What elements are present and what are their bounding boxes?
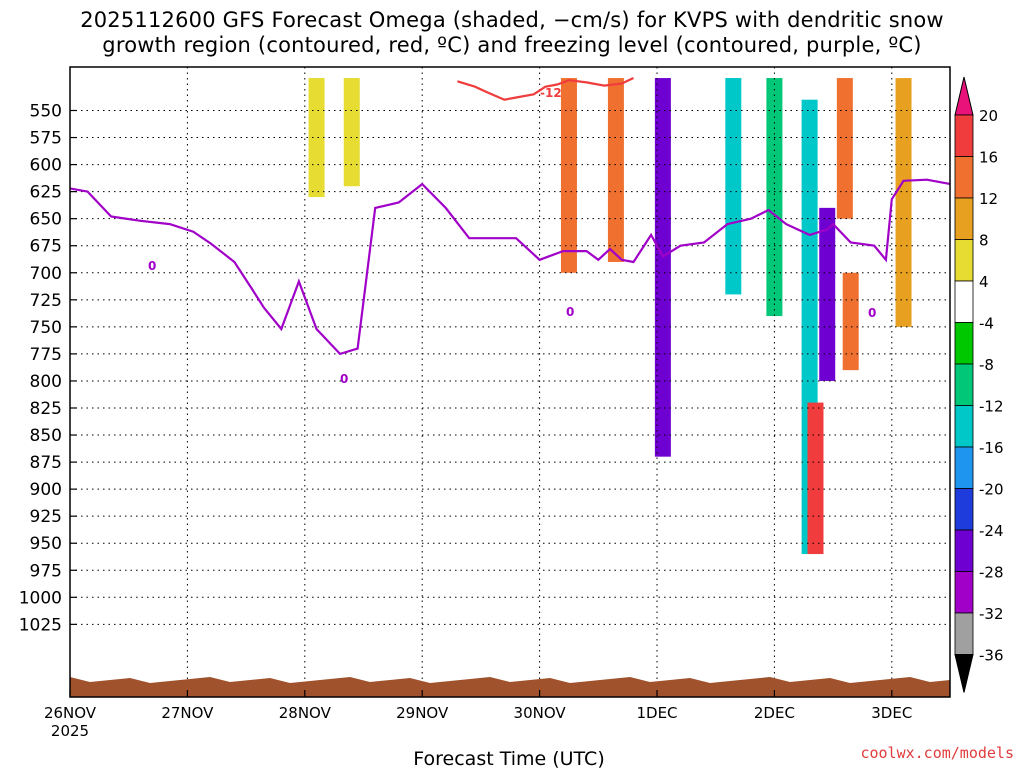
y-tick-label: 575 <box>30 129 62 149</box>
colorbar-label: -28 <box>979 564 1004 582</box>
omega-cell <box>343 78 360 187</box>
chart-title-line-1: 2025112600 GFS Forecast Omega (shaded, −… <box>80 8 944 32</box>
colorbar-bin <box>954 114 974 157</box>
y-tick-label: 650 <box>30 210 62 230</box>
omega-cell <box>836 78 853 219</box>
credit-text: coolwx.com/models <box>860 744 1014 762</box>
colorbar-bin <box>954 488 974 531</box>
y-tick-label: 900 <box>30 480 62 500</box>
terrain-band <box>70 677 950 697</box>
colorbar-label: -16 <box>979 439 1004 457</box>
colorbar-label: -36 <box>979 647 1004 665</box>
colorbar-bin <box>954 612 974 655</box>
omega-cell <box>819 207 836 381</box>
colorbar-bin <box>954 571 974 614</box>
y-tick-label: 675 <box>30 237 62 257</box>
y-tick-label: 1025 <box>19 615 62 635</box>
omega-cell <box>766 78 783 317</box>
colorbar-label: 12 <box>979 190 998 208</box>
colorbar-label: -20 <box>979 481 1004 499</box>
omega-cell <box>807 402 824 555</box>
y-tick-label: 725 <box>30 291 62 311</box>
freezing-level-contour <box>69 178 951 356</box>
x-axis-ticks: 26NOV 27NOV 28NOV 29NOV 30NOV 1DEC 2DEC 3DEC <box>44 690 912 722</box>
colorbar-bin <box>954 280 974 323</box>
x-tick-label: 26NOV <box>44 704 97 722</box>
colorbar-label: -24 <box>979 522 1004 540</box>
y-tick-label: 775 <box>30 345 62 365</box>
colorbar: 20 16 12 8 4 -4 -8 -12 -16 -20 -24 -28 -32 -36 <box>954 76 1004 693</box>
colorbar-label: 20 <box>979 107 998 125</box>
omega-cell <box>725 78 742 295</box>
colorbar-bin <box>954 156 974 199</box>
colorbar-label: -32 <box>979 605 1004 623</box>
colorbar-cap-bottom <box>954 654 974 693</box>
omega-cell <box>607 78 624 262</box>
omega-cell <box>842 272 859 371</box>
colorbar-bin <box>954 529 974 572</box>
y-tick-label: 750 <box>30 318 62 338</box>
colorbar-bin <box>954 363 974 406</box>
omega-shading-layer <box>308 78 912 555</box>
x-tick-label: 30NOV <box>514 704 567 722</box>
x-tick-label: 29NOV <box>396 704 449 722</box>
colorbar-bin <box>954 239 974 282</box>
freezing-level-label: 0 <box>868 306 876 320</box>
colorbar-label: -12 <box>979 398 1004 416</box>
chart-title-line-2: growth region (contoured, red, ºC) and f… <box>102 33 922 57</box>
y-tick-label: 925 <box>30 507 62 527</box>
colorbar-bin <box>954 446 974 489</box>
x-tick-label: 27NOV <box>161 704 214 722</box>
colorbar-label: 4 <box>979 273 989 291</box>
x-axis-label: Forecast Time (UTC) <box>413 748 604 768</box>
y-tick-label: 975 <box>30 561 62 581</box>
y-tick-label: 825 <box>30 399 62 419</box>
colorbar-bin <box>954 405 974 448</box>
colorbar-label: 16 <box>979 149 998 167</box>
x-tick-label: 1DEC <box>636 704 677 722</box>
x-tick-label: 28NOV <box>279 704 332 722</box>
colorbar-label: -4 <box>979 315 994 333</box>
dendritic-growth-contour <box>457 77 634 101</box>
colorbar-bin <box>954 322 974 365</box>
x-tick-label: 2DEC <box>754 704 795 722</box>
grid-lines <box>70 67 950 697</box>
y-tick-label: 850 <box>30 426 62 446</box>
y-tick-label: 1000 <box>19 588 62 608</box>
y-tick-label: 950 <box>30 534 62 554</box>
y-tick-label: 550 <box>30 102 62 122</box>
freezing-level-label: 0 <box>340 372 348 386</box>
y-axis-ticks: 550 575 600 625 650 675 700 725 750 775 800 825 850 8… <box>19 102 77 635</box>
colorbar-bin <box>954 197 974 240</box>
freezing-level-label: 0 <box>566 305 574 319</box>
colorbar-label: 8 <box>979 232 989 250</box>
omega-cell <box>308 78 325 198</box>
colorbar-label: -8 <box>979 356 994 374</box>
terrain-layer <box>70 677 950 697</box>
y-tick-label: 625 <box>30 183 62 203</box>
freezing-level-label: 0 <box>148 259 156 273</box>
omega-cell <box>654 78 671 457</box>
y-tick-label: 600 <box>30 156 62 176</box>
omega-cell <box>560 78 577 273</box>
omega-cell <box>895 78 912 327</box>
dendritic-growth-label: -12 <box>540 86 562 100</box>
x-year-label: 2025 <box>51 722 89 740</box>
plot-frame <box>69 66 951 698</box>
colorbar-cap-top <box>954 76 974 116</box>
y-tick-label: 875 <box>30 453 62 473</box>
x-tick-label: 3DEC <box>871 704 912 722</box>
y-tick-label: 700 <box>30 264 62 284</box>
y-tick-label: 800 <box>30 372 62 392</box>
